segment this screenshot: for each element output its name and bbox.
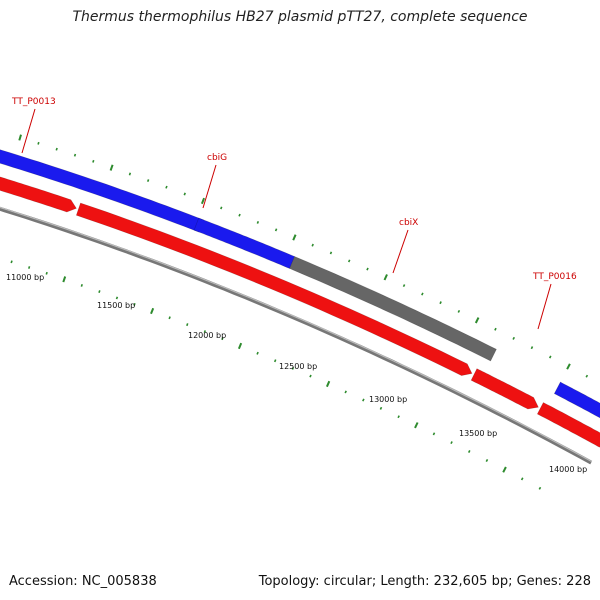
backbone-highlight <box>0 206 593 463</box>
position-label: 14000 bp <box>549 465 587 474</box>
tick-mark <box>467 450 471 453</box>
tick-mark <box>221 337 224 341</box>
backbone-line <box>0 206 593 465</box>
tick-mark <box>256 351 259 355</box>
label-line-TT_P0016 <box>537 283 552 330</box>
tick-mark <box>494 327 497 331</box>
position-labels: 11000 bp 11500 bp 12000 bp 12500 bp 1300… <box>6 273 587 474</box>
tick-mark <box>585 374 589 378</box>
tick-mark <box>538 486 542 490</box>
tick-mark <box>366 267 369 271</box>
tick-mark <box>165 185 168 189</box>
tick-mark <box>183 192 186 196</box>
label-line-cbiX <box>392 229 409 274</box>
tick-mark <box>150 307 155 315</box>
tick-mark <box>274 228 278 232</box>
map-title: Thermus thermophilus HB27 plasmid pTT27,… <box>72 9 528 25</box>
reverse-strand-track <box>0 168 600 448</box>
tick-mark <box>450 441 453 445</box>
reverse-feature-3[interactable] <box>470 368 539 410</box>
tick-mark <box>347 259 351 263</box>
tick-mark <box>344 390 347 394</box>
gene-TT_P0016[interactable] <box>553 381 600 425</box>
tick-mark <box>362 398 365 402</box>
tick-mark <box>457 309 461 313</box>
gene-TT_P0013[interactable] <box>0 143 205 233</box>
tick-mark <box>379 406 383 410</box>
reverse-feature-2[interactable] <box>75 202 473 376</box>
tick-mark <box>383 274 388 281</box>
tick-mark <box>402 284 406 288</box>
tick-mark <box>62 276 67 283</box>
inner-tick-track <box>10 260 542 490</box>
tick-mark <box>421 292 424 296</box>
tick-mark <box>237 342 243 350</box>
gene-label-TT_P0013[interactable]: TT_P0013 <box>11 97 56 107</box>
tick-mark <box>520 477 524 481</box>
tick-mark <box>186 323 189 327</box>
gene-label-TT_P0016[interactable]: TT_P0016 <box>532 272 577 282</box>
tick-mark <box>566 363 571 370</box>
tick-mark <box>98 290 101 294</box>
forward-strand-track <box>0 143 600 425</box>
tick-mark <box>414 422 419 429</box>
tick-mark <box>439 301 442 305</box>
tick-mark <box>325 380 331 388</box>
tick-mark <box>146 179 150 182</box>
gene-label-cbiG[interactable]: cbiG <box>207 153 227 163</box>
accession-text: Accession: NC_005838 <box>9 574 157 589</box>
tick-mark <box>238 213 241 217</box>
tick-mark <box>432 432 436 436</box>
label-line-cbiG <box>202 164 217 209</box>
tick-mark <box>291 366 295 370</box>
tick-mark <box>55 147 58 151</box>
tick-mark <box>128 172 132 176</box>
tick-mark <box>273 359 277 363</box>
position-label: 13000 bp <box>369 395 407 404</box>
tick-mark <box>397 415 400 419</box>
tick-mark <box>133 302 136 306</box>
tick-mark <box>309 374 312 378</box>
tick-mark <box>474 317 480 324</box>
position-label: 13500 bp <box>459 429 497 438</box>
tick-mark <box>548 355 552 359</box>
tick-mark <box>220 206 223 210</box>
tick-mark <box>292 234 297 241</box>
position-label: 12000 bp <box>188 331 226 340</box>
gene-labels: TT_P0013 cbiG cbiX TT_P0016 <box>11 97 577 330</box>
topology-text: Topology: circular; Length: 232,605 bp; … <box>258 574 591 589</box>
tick-mark <box>10 260 13 264</box>
tick-mark <box>80 283 83 287</box>
gene-cbiX[interactable] <box>289 256 497 362</box>
tick-mark <box>200 197 206 205</box>
position-label: 12500 bp <box>279 362 317 371</box>
tick-mark <box>168 316 171 320</box>
position-label: 11000 bp <box>6 273 44 282</box>
outer-tick-track <box>18 134 589 378</box>
tick-mark <box>73 153 77 157</box>
reverse-feature-1[interactable] <box>0 168 77 213</box>
tick-mark <box>485 459 489 462</box>
tick-mark <box>530 346 534 350</box>
tick-mark <box>45 271 48 275</box>
tick-mark <box>18 134 22 141</box>
tick-mark <box>37 141 40 145</box>
tick-mark <box>28 266 31 269</box>
tick-mark <box>109 164 114 171</box>
tick-mark <box>311 243 314 247</box>
tick-mark <box>502 466 507 473</box>
tick-mark <box>92 159 95 163</box>
tick-mark <box>329 251 333 255</box>
tick-mark <box>256 221 260 224</box>
position-label: 11500 bp <box>97 301 135 310</box>
tick-mark <box>203 330 207 333</box>
tick-mark <box>115 296 119 300</box>
gene-label-cbiX[interactable]: cbiX <box>399 218 418 228</box>
label-line-TT_P0013 <box>21 108 36 154</box>
tick-mark <box>512 336 516 340</box>
